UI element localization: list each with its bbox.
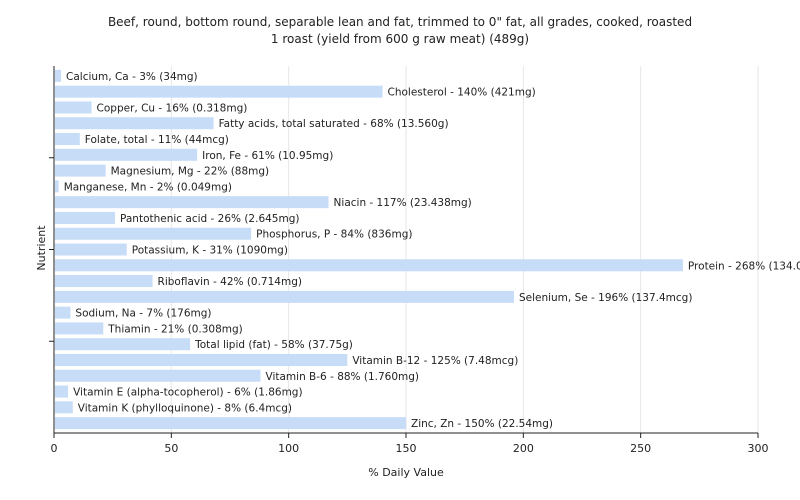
y-axis-label: Nutrient bbox=[35, 225, 48, 271]
chart-title-line-1: Beef, round, bottom round, separable lea… bbox=[107, 15, 693, 29]
bar-label: Protein - 268% (134.08g) bbox=[688, 260, 800, 272]
x-axis-ticks: 0 50 100 150 200 250 300 bbox=[51, 433, 769, 455]
bar bbox=[55, 322, 104, 335]
bar bbox=[55, 275, 153, 288]
bar bbox=[55, 417, 406, 430]
bar bbox=[55, 401, 73, 414]
bar bbox=[55, 369, 261, 382]
bar-label: Iron, Fe - 61% (10.95mg) bbox=[202, 150, 333, 162]
bar-label: Cholesterol - 140% (421mg) bbox=[388, 87, 536, 99]
x-tick-label: 300 bbox=[748, 442, 769, 455]
bar-label: Manganese, Mn - 2% (0.049mg) bbox=[64, 181, 232, 193]
bar-label: Phosphorus, P - 84% (836mg) bbox=[256, 229, 412, 241]
bar bbox=[55, 117, 214, 130]
bar bbox=[55, 290, 514, 303]
bar-label: Fatty acids, total saturated - 68% (13.5… bbox=[219, 118, 449, 130]
bar bbox=[55, 196, 329, 209]
bar-label: Total lipid (fat) - 58% (37.75g) bbox=[194, 339, 353, 351]
x-tick-label: 50 bbox=[164, 442, 178, 455]
bar-label: Potassium, K - 31% (1090mg) bbox=[132, 245, 288, 257]
bar bbox=[55, 306, 71, 319]
bar bbox=[55, 133, 80, 146]
x-axis-label: % Daily Value bbox=[368, 466, 444, 479]
bar-label: Vitamin B-12 - 125% (7.48mcg) bbox=[352, 355, 518, 367]
bar-label: Calcium, Ca - 3% (34mg) bbox=[66, 71, 198, 83]
x-tick-label: 200 bbox=[513, 442, 534, 455]
bar-label: Magnesium, Mg - 22% (88mg) bbox=[111, 166, 270, 178]
bar bbox=[55, 85, 383, 98]
bar-label: Pantothenic acid - 26% (2.645mg) bbox=[120, 213, 299, 225]
bar-label: Vitamin K (phylloquinone) - 8% (6.4mcg) bbox=[78, 402, 292, 414]
bar-label: Copper, Cu - 16% (0.318mg) bbox=[97, 102, 248, 114]
bar-label: Thiamin - 21% (0.308mg) bbox=[107, 323, 243, 335]
bar-label: Folate, total - 11% (44mcg) bbox=[85, 134, 229, 146]
bar-label: Vitamin B-6 - 88% (1.760mg) bbox=[266, 371, 420, 383]
bar bbox=[55, 211, 116, 224]
bar bbox=[55, 259, 683, 272]
chart-title-line-2: 1 roast (yield from 600 g raw meat) (489… bbox=[270, 32, 530, 46]
bar-label: Zinc, Zn - 150% (22.54mg) bbox=[411, 418, 553, 430]
bar bbox=[55, 353, 348, 366]
x-tick-label: 0 bbox=[51, 442, 58, 455]
bar bbox=[55, 69, 62, 82]
bar-label: Vitamin E (alpha-tocopherol) - 6% (1.86m… bbox=[73, 387, 303, 399]
bar-series: Calcium, Ca - 3% (34mg) Cholesterol - 140… bbox=[55, 69, 800, 430]
x-tick-label: 100 bbox=[278, 442, 299, 455]
bar bbox=[55, 243, 127, 256]
x-tick-label: 250 bbox=[630, 442, 651, 455]
bar bbox=[55, 227, 252, 240]
bar bbox=[55, 164, 106, 177]
bar-label: Sodium, Na - 7% (176mg) bbox=[75, 308, 211, 320]
bar bbox=[55, 148, 198, 161]
x-tick-label: 150 bbox=[396, 442, 417, 455]
bar-label: Niacin - 117% (23.438mg) bbox=[334, 197, 472, 209]
bar-label: Riboflavin - 42% (0.714mg) bbox=[158, 276, 302, 288]
bar bbox=[55, 101, 92, 114]
bar-label: Selenium, Se - 196% (137.4mcg) bbox=[519, 292, 693, 304]
bar bbox=[55, 385, 69, 398]
bar bbox=[55, 180, 59, 193]
chart-title: Beef, round, bottom round, separable lea… bbox=[0, 14, 800, 48]
bar bbox=[55, 338, 191, 351]
